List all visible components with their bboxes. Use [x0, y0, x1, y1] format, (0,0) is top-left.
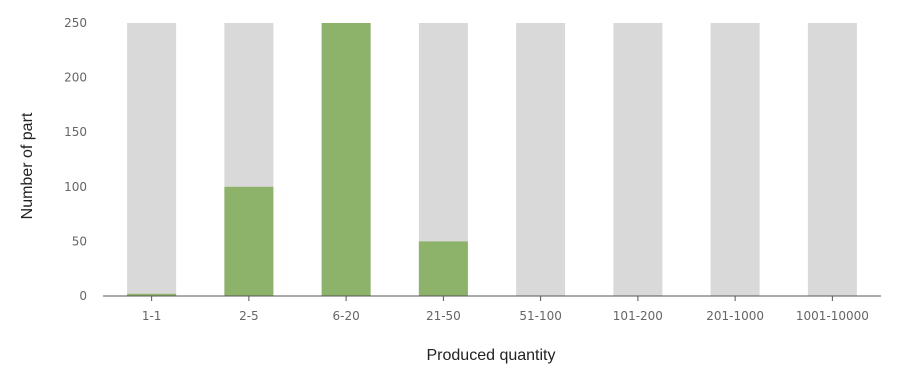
y-tick-label: 250: [64, 16, 87, 30]
y-tick-label: 100: [64, 180, 87, 194]
x-tick-label: 51-100: [519, 309, 562, 323]
x-axis-ticks: 1-1 2-5 6-20 21-50 51-100 101-200 201-1000 1001…: [142, 296, 869, 323]
x-tick-label: 2-5: [239, 309, 259, 323]
y-axis-title: Number of part: [19, 112, 36, 219]
x-tick-label: 1001-10000: [796, 309, 869, 323]
x-tick-label: 101-200: [613, 309, 663, 323]
y-tick-label: 200: [64, 71, 87, 85]
background-bar-51-100: [516, 23, 566, 296]
data-bars: [127, 23, 468, 296]
x-tick-label: 1-1: [142, 309, 162, 323]
background-bar-1001-10000: [807, 23, 857, 296]
x-axis-title: Produced quantity: [427, 347, 556, 364]
y-axis-ticks: 0 50 100 150 200 250: [64, 16, 87, 303]
background-bar-201-1000: [710, 23, 760, 296]
bar-1-1: [127, 293, 177, 296]
background-bar-101-200: [613, 23, 663, 296]
bar-2-5: [224, 186, 274, 296]
x-tick-label: 21-50: [426, 309, 461, 323]
x-tick-label: 6-20: [333, 309, 360, 323]
bar-6-20: [321, 23, 371, 296]
y-tick-label: 150: [64, 125, 87, 139]
y-tick-label: 50: [72, 234, 87, 248]
bar-21-50: [418, 241, 468, 296]
y-tick-label: 0: [79, 289, 87, 303]
x-tick-label: 201-1000: [706, 309, 764, 323]
background-bars: [127, 23, 857, 296]
background-bar-1-1: [127, 23, 177, 296]
